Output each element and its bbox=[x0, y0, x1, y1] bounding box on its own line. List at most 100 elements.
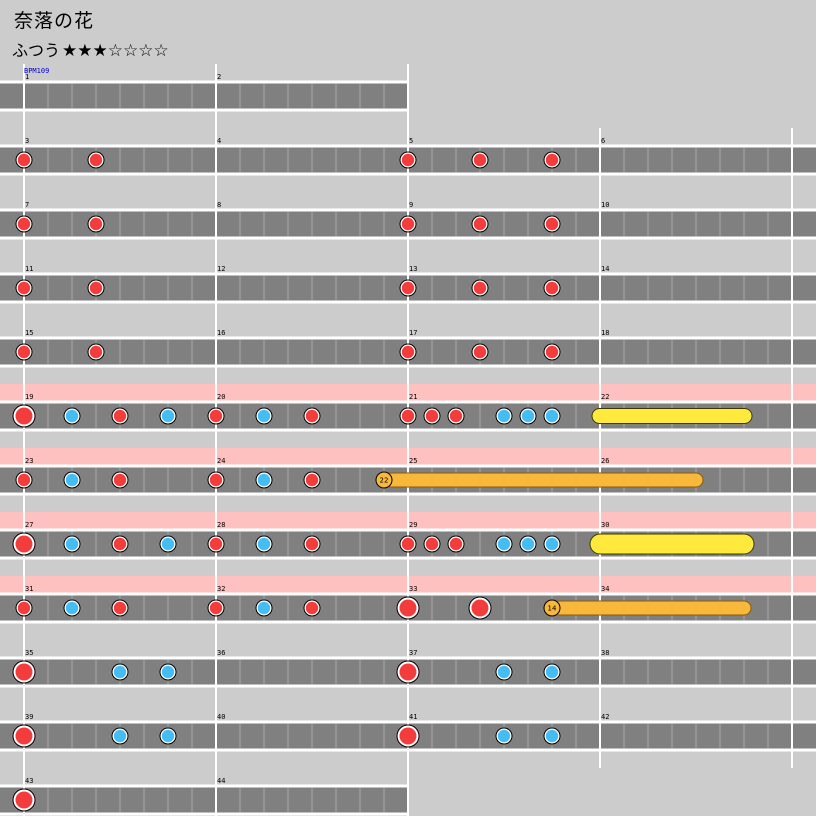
don-note bbox=[17, 281, 31, 295]
measure-number: 37 bbox=[409, 649, 417, 657]
don-note bbox=[305, 537, 319, 551]
big-don-note bbox=[15, 791, 33, 809]
ka-note bbox=[521, 537, 535, 551]
don-note bbox=[209, 537, 223, 551]
don-note bbox=[473, 217, 487, 231]
ka-note bbox=[545, 537, 559, 551]
measure-number: 44 bbox=[217, 777, 225, 785]
measure-number: 26 bbox=[601, 457, 609, 465]
measure-number: 10 bbox=[601, 201, 609, 209]
don-note bbox=[305, 473, 319, 487]
song-title: 奈落の花 bbox=[14, 10, 95, 32]
don-note bbox=[401, 281, 415, 295]
measure-number: 20 bbox=[217, 393, 225, 401]
measure-number: 30 bbox=[601, 521, 609, 529]
ka-note bbox=[65, 473, 79, 487]
don-note bbox=[425, 409, 439, 423]
measure-number: 38 bbox=[601, 649, 609, 657]
ka-note bbox=[161, 729, 175, 743]
don-note bbox=[401, 217, 415, 231]
balloon-body bbox=[383, 472, 704, 488]
measure-number: 42 bbox=[601, 713, 609, 721]
measure-number: 33 bbox=[409, 585, 417, 593]
lane-track bbox=[0, 82, 408, 110]
don-note bbox=[113, 601, 127, 615]
measure-number: 14 bbox=[601, 265, 609, 273]
measure-number: 21 bbox=[409, 393, 417, 401]
bpm-label: BPM109 bbox=[24, 67, 49, 75]
big-don-note bbox=[399, 727, 417, 745]
difficulty-stars: ★★★☆☆☆☆ bbox=[62, 41, 169, 61]
big-don-note bbox=[15, 407, 33, 425]
don-note bbox=[545, 345, 559, 359]
don-note bbox=[305, 601, 319, 615]
measure-number: 9 bbox=[409, 201, 413, 209]
measure-number: 32 bbox=[217, 585, 225, 593]
ka-note bbox=[545, 665, 559, 679]
measure-number: 3 bbox=[25, 137, 29, 145]
ka-note bbox=[521, 409, 535, 423]
measure-number: 29 bbox=[409, 521, 417, 529]
lane-track bbox=[0, 786, 408, 814]
big-don-note bbox=[15, 535, 33, 553]
difficulty-line: ふつう ★★★☆☆☆☆ bbox=[12, 37, 169, 61]
measure-number: 18 bbox=[601, 329, 609, 337]
ka-note bbox=[65, 409, 79, 423]
big-drumroll bbox=[589, 533, 755, 555]
ka-note bbox=[497, 409, 511, 423]
don-note bbox=[545, 217, 559, 231]
measure-number: 19 bbox=[25, 393, 33, 401]
don-note bbox=[113, 537, 127, 551]
don-note bbox=[401, 537, 415, 551]
measure-number: 35 bbox=[25, 649, 33, 657]
big-don-note bbox=[399, 599, 417, 617]
big-don-note bbox=[15, 663, 33, 681]
don-note bbox=[209, 473, 223, 487]
balloon-count: 22 bbox=[380, 477, 389, 485]
measure-number: 43 bbox=[25, 777, 33, 785]
ka-note bbox=[257, 601, 271, 615]
balloon-head bbox=[375, 471, 393, 489]
ka-note bbox=[65, 601, 79, 615]
don-note bbox=[305, 409, 319, 423]
measure-number: 23 bbox=[25, 457, 33, 465]
ka-note bbox=[257, 537, 271, 551]
ka-note bbox=[161, 665, 175, 679]
ka-note bbox=[545, 729, 559, 743]
ka-note bbox=[113, 729, 127, 743]
don-note bbox=[89, 153, 103, 167]
measure-number: 6 bbox=[601, 137, 605, 145]
measure-number: 24 bbox=[217, 457, 225, 465]
measure-number: 1 bbox=[25, 73, 29, 81]
measure-number: 17 bbox=[409, 329, 417, 337]
measure-number: 12 bbox=[217, 265, 225, 273]
measure-number: 4 bbox=[217, 137, 221, 145]
don-note bbox=[17, 153, 31, 167]
don-note bbox=[209, 409, 223, 423]
big-don-note bbox=[399, 663, 417, 681]
measure-number: 7 bbox=[25, 201, 29, 209]
don-note bbox=[401, 153, 415, 167]
ka-note bbox=[161, 409, 175, 423]
don-note bbox=[89, 281, 103, 295]
measure-number: 39 bbox=[25, 713, 33, 721]
don-note bbox=[545, 281, 559, 295]
don-note bbox=[17, 601, 31, 615]
don-note bbox=[17, 473, 31, 487]
don-note bbox=[473, 345, 487, 359]
big-don-note bbox=[15, 727, 33, 745]
don-note bbox=[425, 537, 439, 551]
ka-note bbox=[65, 537, 79, 551]
don-note bbox=[473, 153, 487, 167]
ka-note bbox=[257, 409, 271, 423]
balloon-body bbox=[551, 600, 752, 616]
don-note bbox=[209, 601, 223, 615]
measure-number: 22 bbox=[601, 393, 609, 401]
don-note bbox=[89, 217, 103, 231]
measure-number: 41 bbox=[409, 713, 417, 721]
don-note bbox=[401, 409, 415, 423]
measure-number: 13 bbox=[409, 265, 417, 273]
don-note bbox=[401, 345, 415, 359]
ka-note bbox=[497, 729, 511, 743]
